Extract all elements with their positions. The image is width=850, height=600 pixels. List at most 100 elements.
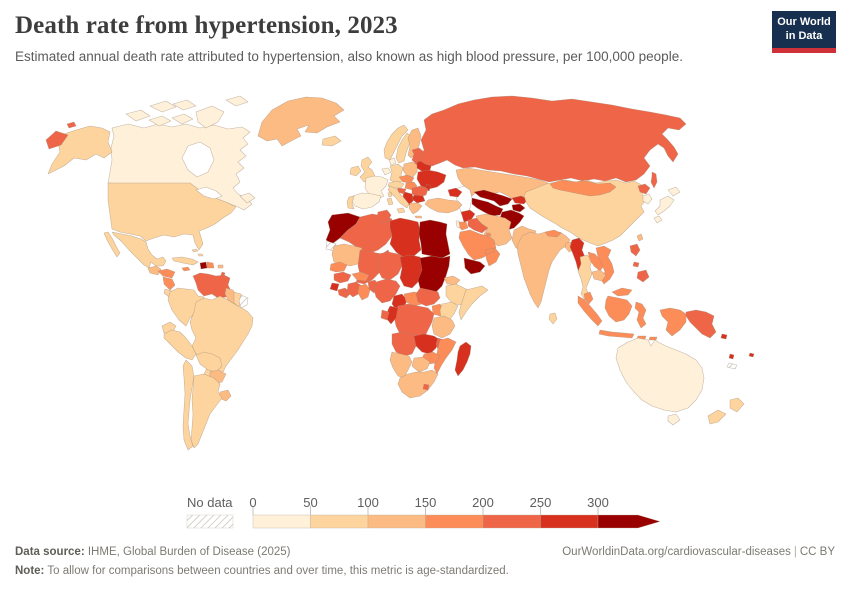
country-israel[interactable]	[455, 220, 461, 229]
country-russia[interactable]	[418, 95, 687, 189]
country-puerto-rico[interactable]	[217, 264, 224, 269]
country-libya[interactable]	[389, 217, 422, 259]
country-angola[interactable]	[391, 331, 419, 357]
legend-bin-3[interactable]	[425, 514, 484, 529]
country-new-caledonia[interactable]	[726, 362, 738, 370]
country-north-korea[interactable]	[637, 183, 651, 195]
country-russia-wrap[interactable]	[45, 121, 77, 150]
country-japan[interactable]	[653, 186, 681, 224]
footer-license[interactable]: CC BY	[799, 546, 835, 558]
country-nepal[interactable]	[544, 229, 562, 238]
country-french-guiana[interactable]	[238, 294, 249, 309]
country-egypt[interactable]	[418, 219, 451, 259]
legend-no-data-swatch[interactable]	[186, 514, 234, 529]
country-australia[interactable]	[615, 337, 705, 426]
country-pacific-islands[interactable]	[720, 333, 755, 360]
country-new-zealand[interactable]	[707, 397, 745, 425]
country-cuba[interactable]	[171, 256, 199, 266]
country-kuwait[interactable]	[485, 232, 492, 237]
country-uae[interactable]	[484, 247, 495, 255]
country-somalia[interactable]	[458, 285, 489, 321]
country-france[interactable]	[364, 175, 389, 200]
legend-bin-6-arrow[interactable]	[597, 514, 661, 529]
country-south-africa[interactable]	[397, 369, 439, 399]
country-turkey[interactable]	[424, 197, 463, 214]
legend-colorbar[interactable]	[186, 506, 661, 529]
country-mexico[interactable]	[103, 231, 167, 269]
country-czech-slovakia[interactable]	[398, 174, 415, 184]
country-jamaica[interactable]	[181, 266, 191, 272]
country-guinea[interactable]	[333, 271, 352, 284]
country-senegal[interactable]	[329, 261, 348, 273]
country-canada[interactable]	[107, 95, 256, 211]
country-congo[interactable]	[385, 305, 399, 325]
country-nicaragua[interactable]	[162, 276, 176, 291]
country-india[interactable]	[516, 231, 571, 309]
country-yemen[interactable]	[463, 257, 486, 275]
country-burkina-faso[interactable]	[351, 271, 370, 282]
country-madagascar[interactable]	[454, 341, 472, 377]
footer-source-text[interactable]: IHME, Global Burden of Disease (2025)	[84, 546, 291, 558]
country-sudan[interactable]	[417, 255, 451, 293]
country-honduras[interactable]	[157, 268, 176, 279]
country-germany[interactable]	[389, 163, 404, 184]
country-taiwan[interactable]	[636, 233, 644, 242]
country-finland[interactable]	[407, 127, 422, 159]
country-tanzania[interactable]	[431, 315, 456, 339]
country-italy[interactable]	[386, 185, 410, 214]
country-philippines[interactable]	[629, 243, 650, 283]
country-vietnam[interactable]	[595, 245, 615, 285]
country-niger[interactable]	[377, 251, 405, 281]
country-laos[interactable]	[587, 251, 605, 272]
country-ireland[interactable]	[349, 165, 362, 177]
owid-logo[interactable]: Our World in Data	[772, 11, 836, 53]
country-drc[interactable]	[393, 303, 435, 341]
country-ghana[interactable]	[357, 283, 371, 301]
country-papua-new-guinea[interactable]	[685, 309, 717, 339]
country-indonesia[interactable]	[577, 295, 687, 341]
country-gabon[interactable]	[380, 309, 390, 321]
country-iceland[interactable]	[321, 135, 342, 147]
country-austria-switzerland[interactable]	[387, 180, 405, 189]
country-zambia[interactable]	[413, 333, 441, 355]
legend-bin-5[interactable]	[540, 514, 599, 529]
legend-bin-0[interactable]	[252, 514, 311, 529]
country-uzbekistan[interactable]	[473, 189, 513, 207]
country-iran[interactable]	[475, 213, 513, 247]
country-greenland[interactable]	[257, 96, 345, 147]
country-denmark[interactable]	[388, 157, 397, 166]
country-dominican-republic[interactable]	[206, 261, 215, 269]
country-china[interactable]	[523, 179, 647, 247]
country-south-korea[interactable]	[642, 193, 653, 205]
country-south-sudan[interactable]	[415, 287, 441, 307]
country-poland[interactable]	[402, 161, 419, 178]
country-norway[interactable]	[383, 124, 409, 161]
country-bulgaria[interactable]	[411, 194, 426, 204]
country-sierra-leone[interactable]	[329, 282, 340, 292]
country-cambodia[interactable]	[591, 269, 607, 282]
country-argentina[interactable]	[190, 373, 223, 449]
country-tunisia[interactable]	[376, 209, 392, 225]
country-peru[interactable]	[163, 329, 197, 361]
country-spain[interactable]	[350, 192, 382, 210]
country-ukraine[interactable]	[416, 169, 447, 190]
legend-bin-2[interactable]	[367, 514, 426, 529]
legend-bin-1[interactable]	[310, 514, 369, 529]
country-malaysia[interactable]	[583, 287, 633, 305]
country-tajikistan[interactable]	[511, 203, 526, 213]
country-portugal[interactable]	[346, 195, 355, 210]
country-namibia[interactable]	[389, 351, 413, 379]
country-sri-lanka[interactable]	[548, 312, 558, 325]
country-mongolia[interactable]	[549, 179, 617, 197]
country-eritrea[interactable]	[443, 275, 461, 286]
country-nigeria[interactable]	[373, 278, 401, 304]
country-lesotho[interactable]	[422, 383, 430, 391]
country-caucasus[interactable]	[447, 187, 463, 198]
footer-url[interactable]: OurWorldinData.org/cardiovascular-diseas…	[562, 546, 791, 558]
country-benelux[interactable]	[381, 167, 392, 176]
country-botswana[interactable]	[411, 356, 431, 373]
country-bahamas[interactable]	[191, 248, 204, 257]
country-haiti[interactable]	[199, 261, 208, 270]
country-bolivia[interactable]	[195, 351, 223, 373]
country-greece[interactable]	[408, 202, 423, 219]
